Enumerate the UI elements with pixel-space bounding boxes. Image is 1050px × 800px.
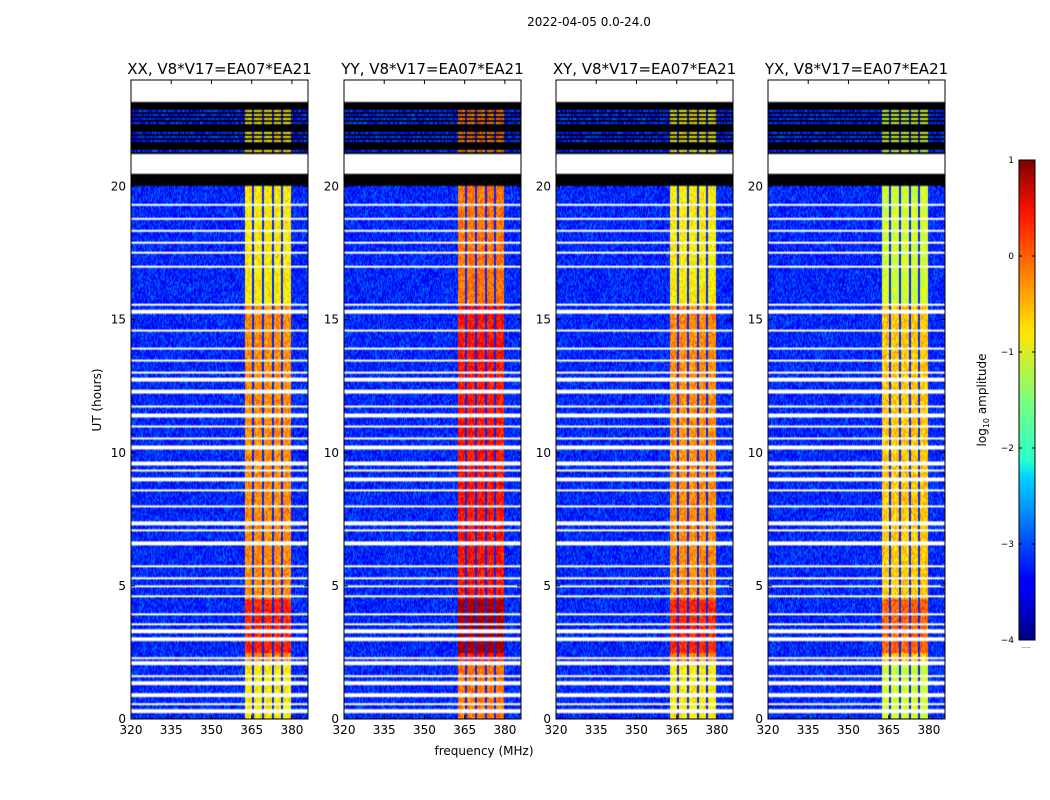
x-tick-label: 320 [757,723,780,737]
y-tick-label: 0 [331,712,339,726]
x-tick-label: 365 [453,723,476,737]
y-tick-label: 10 [324,446,339,460]
y-tick-label: 10 [536,446,551,460]
colorbar-tick-label: 1 [1008,156,1014,166]
heatmap-image [344,80,521,719]
y-tick-label: 10 [111,446,126,460]
plot-frame [343,79,522,720]
panel-title: YX, V8*V17=EA07*EA21 [764,60,948,78]
x-tick-label: 335 [585,723,608,737]
colorbar-footer: ..... [1021,643,1031,650]
y-tick-label: 15 [536,313,551,327]
colorbar-label-sub: 10 [982,418,991,428]
heatmap-image [556,80,733,719]
x-tick-label: 380 [917,723,940,737]
x-tick-label: 380 [280,723,303,737]
y-tick-label: 20 [111,180,126,194]
plot-frame [130,79,309,720]
panel-3: XY, V8*V17=EA07*EA21 320 335 350 365 380 0 5 10 1… [536,60,736,737]
y-tick-label: 20 [748,180,763,194]
colorbar-tick-label: −3 [1001,540,1014,550]
x-tick-label: 335 [373,723,396,737]
y-tick-label: 5 [755,579,763,593]
x-tick-label: 350 [625,723,648,737]
colorbar-gradient [1018,159,1036,641]
x-tick-label: 350 [837,723,860,737]
y-axis-label: UT (hours) [90,368,104,431]
panel-title: XY, V8*V17=EA07*EA21 [553,60,736,78]
y-tick-label: 15 [748,313,763,327]
colorbar-ticks: 1 0 −1 −2 −3 −4 [1001,156,1035,646]
x-axis-label: frequency (MHz) [434,744,533,758]
x-tick-label: 365 [665,723,688,737]
y-tick-label: 20 [536,180,551,194]
y-tick-label: 20 [324,180,339,194]
heatmap-image [131,80,308,719]
heatmap-image [768,80,945,719]
x-tick-label: 335 [797,723,820,737]
colorbar-label-prefix: log [975,428,989,446]
x-tick-label: 320 [120,723,143,737]
figure-title: 2022-04-05 0.0-24.0 [527,15,651,29]
panel-title: XX, V8*V17=EA07*EA21 [127,60,311,78]
y-tick-label: 0 [755,712,763,726]
x-tick-label: 320 [545,723,568,737]
x-tick-label: 320 [333,723,356,737]
colorbar-tick-label: −1 [1001,348,1014,358]
y-tick-label: 15 [324,313,339,327]
plot-frame [555,79,734,720]
x-tick-label: 365 [877,723,900,737]
x-tick-label: 350 [200,723,223,737]
x-tick-label: 380 [493,723,516,737]
plot-frame [767,79,946,720]
y-tick-label: 10 [748,446,763,460]
x-tick-label: 335 [160,723,183,737]
y-tick-label: 5 [118,579,126,593]
panel-1: XX, V8*V17=EA07*EA21 320 335 350 365 380 0 5 10 1… [111,60,312,737]
colorbar-tick-label: −4 [1001,636,1015,646]
panel-title: YY, V8*V17=EA07*EA21 [340,60,523,78]
x-tick-label: 365 [240,723,263,737]
y-tick-label: 0 [118,712,126,726]
y-tick-label: 0 [543,712,551,726]
x-tick-label: 380 [705,723,728,737]
x-tick-label: 350 [413,723,436,737]
panels: XX, V8*V17=EA07*EA21 320 335 350 365 380 0 5 10 1… [111,60,948,737]
colorbar-label-suffix: amplitude [975,354,989,418]
y-tick-label: 5 [543,579,551,593]
y-tick-label: 15 [111,313,126,327]
colorbar-label: log10 amplitude [975,354,991,447]
panel-2: YY, V8*V17=EA07*EA21 320 335 350 365 380 0 5 10 1… [324,60,524,737]
colorbar-tick-label: 0 [1008,252,1014,262]
panel-4: YX, V8*V17=EA07*EA21 320 335 350 365 380 0 5 10 1… [748,60,948,737]
y-tick-label: 5 [331,579,339,593]
colorbar-tick-label: −2 [1001,444,1014,454]
colorbar: 10−1−2−3−4 log10 amplitude ..... [975,156,1036,650]
